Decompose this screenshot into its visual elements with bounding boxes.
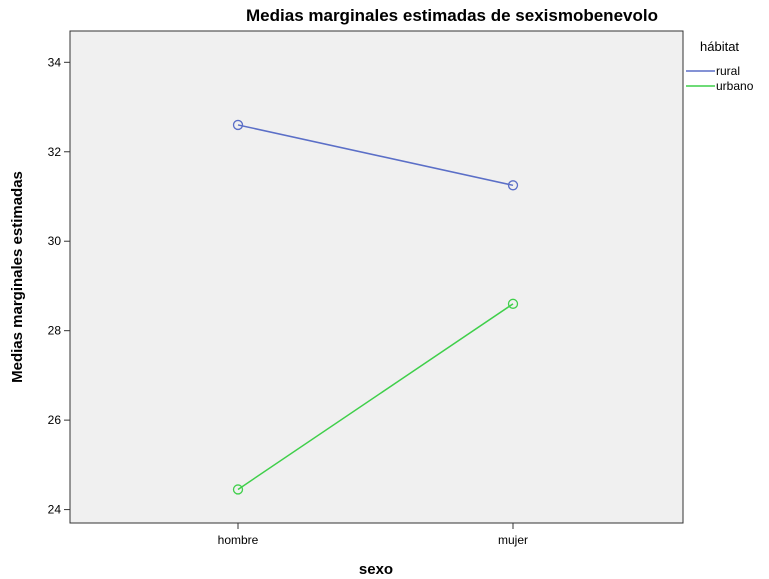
data-point-rural: [232, 119, 244, 131]
data-point-urbano: [232, 484, 244, 495]
y-axis-title: Medias marginales estimadas: [9, 171, 26, 383]
series-layer: [232, 119, 519, 495]
y-tick-label: 32: [48, 145, 62, 159]
plot-area: [69, 30, 684, 524]
y-axis: 24 26 28 30 32 34: [48, 55, 70, 517]
x-axis-title: sexo: [359, 561, 393, 578]
chart-title: Medias marginales estimadas de sexismobe…: [246, 6, 658, 25]
x-tick-label: mujer: [498, 533, 528, 547]
data-point-rural: [507, 180, 519, 191]
legend-label-rural: rural: [716, 64, 740, 78]
y-tick-label: 26: [48, 413, 62, 427]
y-tick-label: 28: [48, 324, 62, 338]
legend-title: hábitat: [700, 39, 739, 54]
y-tick-label: 30: [48, 234, 62, 248]
legend: hábitat rural urbano: [686, 39, 754, 93]
y-tick-label: 34: [48, 55, 62, 69]
x-tick-label: hombre: [218, 533, 259, 547]
data-point-urbano: [507, 298, 519, 309]
y-tick-label: 24: [48, 503, 62, 517]
series-line-urbano: [237, 303, 514, 491]
series-line-rural: [237, 124, 514, 187]
x-axis: hombre mujer: [218, 523, 528, 547]
legend-label-urbano: urbano: [716, 79, 754, 93]
